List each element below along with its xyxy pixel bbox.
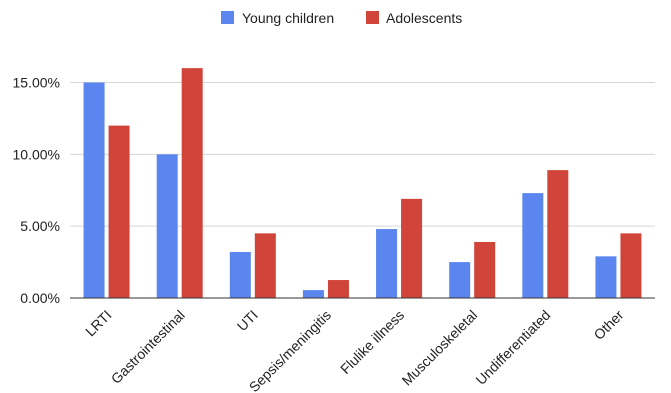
x-category-label: Undifferentiated: [472, 307, 553, 388]
bar-young-children-flulike-illness: [376, 229, 398, 298]
legend-label: Young children: [242, 10, 334, 26]
bar-adolescents-sepsis-meningitis: [327, 280, 349, 298]
bar-young-children-undifferentiated: [522, 193, 544, 298]
bar-adolescents-other: [620, 233, 642, 298]
x-category-label: LRTI: [82, 307, 115, 340]
x-category-label: Flulike illness: [337, 307, 407, 377]
legend-swatch-adolescents: [366, 11, 379, 24]
bar-adolescents-undifferentiated: [547, 170, 569, 298]
legend: Young children Adolescents: [221, 10, 462, 26]
bar-adolescents-musculoskeletal: [474, 241, 496, 298]
bar-young-children-lrti: [83, 82, 105, 298]
x-category-label: UTI: [234, 307, 261, 334]
legend-label: Adolescents: [386, 10, 462, 26]
bar-young-children-other: [595, 256, 617, 298]
y-tick-label: 10.00%: [13, 146, 60, 162]
x-category-label: Musculoskeletal: [399, 307, 481, 389]
bar-adolescents-gastrointestinal: [181, 68, 203, 298]
bars: [83, 68, 642, 298]
y-axis-ticks: 0.00% 5.00% 10.00% 15.00%: [13, 75, 60, 307]
x-category-label: Other: [590, 307, 626, 343]
legend-swatch-young-children: [221, 11, 234, 24]
bar-adolescents-uti: [254, 233, 276, 298]
y-tick-label: 5.00%: [20, 218, 60, 234]
bar-young-children-musculoskeletal: [449, 262, 471, 298]
bar-young-children-gastrointestinal: [156, 154, 178, 298]
bar-adolescents-flulike-illness: [401, 198, 423, 298]
bar-young-children-sepsis-meningitis: [302, 290, 324, 298]
bar-adolescents-lrti: [108, 125, 130, 298]
x-category-label: Gastrointestinal: [108, 307, 188, 387]
y-tick-label: 15.00%: [13, 75, 60, 91]
bar-young-children-uti: [229, 252, 251, 298]
y-tick-label: 0.00%: [20, 290, 60, 306]
